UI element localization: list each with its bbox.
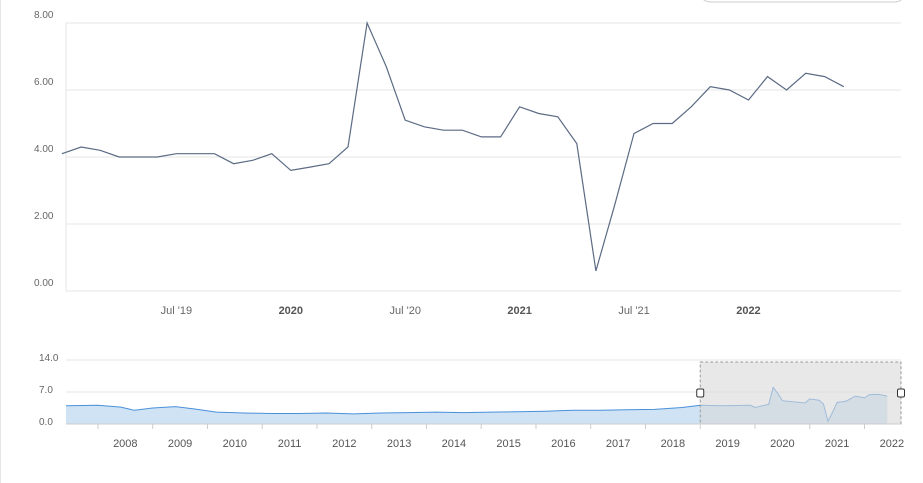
x-tick-label: 2020 [279, 305, 303, 317]
navigator-handle-left[interactable] [696, 388, 705, 398]
main-x-axis: Jul '19 2020 Jul '20 2021 Jul '21 2022 [161, 305, 761, 317]
x-tick-label: 2021 [507, 305, 531, 317]
main-series [61, 20, 845, 272]
navigator-selection [699, 361, 902, 425]
x-tick-label: Jul '19 [161, 305, 192, 317]
navigator-x-tick-label: 2015 [496, 438, 520, 450]
navigator-area [66, 387, 888, 424]
navigator-y-tick-label: 0.0 [39, 417, 53, 428]
navigator-x-tick-label: 2014 [442, 438, 466, 450]
x-tick-label: Jul '20 [390, 305, 421, 317]
navigator-x-axis: 2008 2009 2010 2011 2012 2013 2014 2015 2016 2017… [66, 423, 904, 450]
navigator-y-tick-label: 14.0 [39, 353, 59, 364]
x-tick-label: Jul '21 [618, 305, 649, 317]
navigator-x-tick-label: 2013 [387, 438, 411, 450]
navigator-x-tick-label: 2012 [332, 438, 356, 450]
navigator-x-tick-label: 2011 [278, 438, 302, 450]
series-line [61, 20, 845, 272]
navigator-x-tick-label: 2017 [606, 438, 630, 450]
navigator[interactable]: 0.07.014.0 2008 2009 2010 2011 2012 2013 2014 2… [39, 353, 905, 450]
navigator-x-tick-label: 2018 [661, 438, 685, 450]
navigator-x-tick-label: 2016 [551, 438, 575, 450]
y-tick-label: 2.00 [34, 211, 54, 222]
main-grid [65, 22, 901, 292]
main-y-axis: 0.00 2.00 4.00 6.00 8.00 [34, 10, 54, 289]
navigator-handle-right[interactable] [897, 388, 905, 398]
navigator-mask[interactable] [696, 361, 905, 425]
y-tick-label: 8.00 [34, 10, 54, 21]
main-chart: 0.00 2.00 4.00 6.00 8.00 Jul '19 2020 Jul '20 2… [34, 10, 901, 317]
navigator-x-tick-label: 2019 [715, 438, 739, 450]
navigator-x-tick-label: 2022 [880, 438, 904, 450]
navigator-y-tick-label: 7.0 [39, 385, 53, 396]
x-tick-label: 2022 [736, 305, 760, 317]
y-tick-label: 0.00 [34, 278, 54, 289]
y-tick-label: 4.00 [34, 144, 54, 155]
range-selector-button[interactable] [703, 0, 902, 3]
navigator-x-tick-label: 2008 [113, 438, 137, 450]
navigator-y-axis: 0.0 7.0 14.0 [39, 353, 59, 428]
left-border [0, 0, 1, 483]
navigator-x-tick-label: 2010 [223, 438, 247, 450]
navigator-x-tick-label: 2009 [168, 438, 192, 450]
y-tick-label: 6.00 [34, 77, 54, 88]
navigator-x-tick-label: 2020 [770, 438, 794, 450]
navigator-x-tick-label: 2021 [825, 438, 849, 450]
